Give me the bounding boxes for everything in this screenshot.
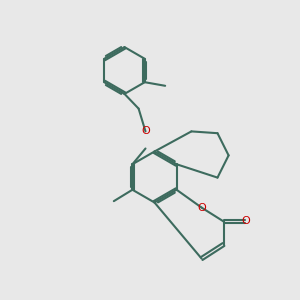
Text: O: O bbox=[197, 202, 206, 213]
Text: O: O bbox=[241, 216, 250, 226]
Text: O: O bbox=[141, 126, 150, 136]
